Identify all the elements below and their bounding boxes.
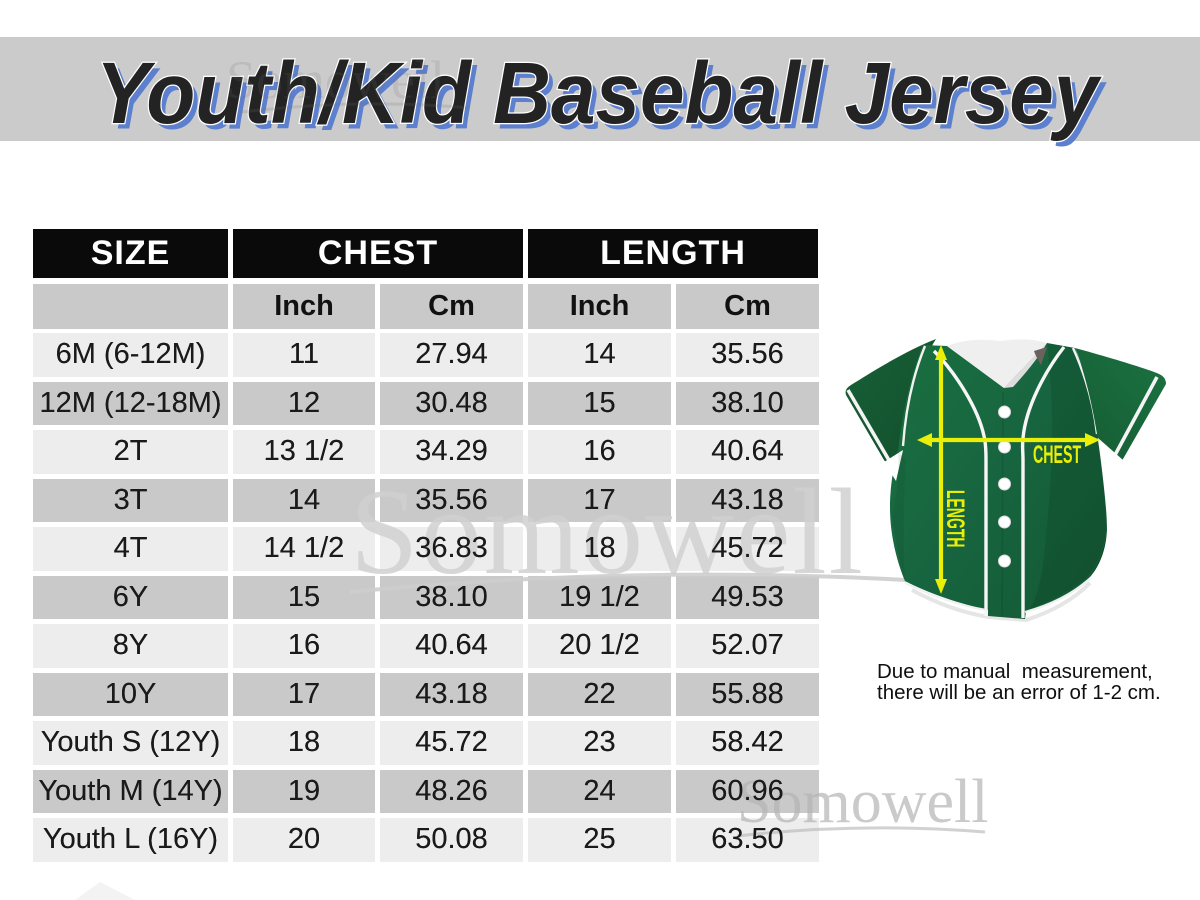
svg-text:CHEST: CHEST bbox=[1033, 442, 1082, 469]
svg-text:LENGTH: LENGTH bbox=[941, 490, 968, 548]
